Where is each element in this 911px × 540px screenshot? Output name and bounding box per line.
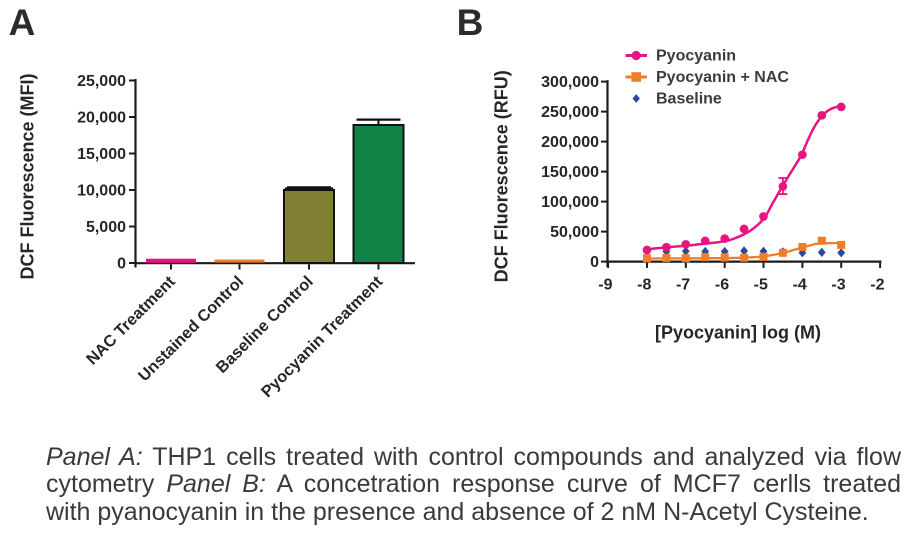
svg-text:0: 0: [117, 256, 126, 273]
svg-text:150,000: 150,000: [541, 164, 599, 181]
svg-text:50,000: 50,000: [550, 224, 599, 241]
svg-text:DCF Fluorescence (MFI): DCF Fluorescence (MFI): [18, 73, 38, 279]
svg-text:B: B: [457, 2, 484, 43]
svg-text:[Pyocyanin] log (M): [Pyocyanin] log (M): [655, 323, 821, 343]
svg-text:DCF Fluorescence (RFU): DCF Fluorescence (RFU): [491, 70, 511, 282]
svg-text:Pyocyanin: Pyocyanin: [656, 48, 736, 65]
svg-text:200,000: 200,000: [541, 134, 599, 151]
svg-text:-7: -7: [676, 277, 690, 294]
svg-text:-8: -8: [637, 277, 651, 294]
svg-text:-3: -3: [831, 277, 845, 294]
svg-text:5,000: 5,000: [86, 219, 126, 236]
svg-text:300,000: 300,000: [541, 74, 599, 91]
svg-text:0: 0: [590, 254, 599, 271]
svg-text:Pyocyanin Treatment: Pyocyanin Treatment: [258, 272, 387, 401]
svg-text:A: A: [9, 2, 36, 43]
svg-text:15,000: 15,000: [77, 146, 126, 163]
svg-text:-6: -6: [715, 277, 729, 294]
svg-text:Baseline: Baseline: [656, 91, 722, 108]
svg-text:-5: -5: [754, 277, 768, 294]
svg-text:20,000: 20,000: [77, 110, 126, 127]
svg-text:25,000: 25,000: [77, 73, 126, 90]
svg-text:-9: -9: [598, 277, 612, 294]
svg-text:-4: -4: [793, 277, 807, 294]
svg-text:250,000: 250,000: [541, 104, 599, 121]
svg-text:100,000: 100,000: [541, 194, 599, 211]
svg-text:10,000: 10,000: [77, 183, 126, 200]
svg-text:-2: -2: [870, 277, 884, 294]
svg-text:Pyocyanin + NAC: Pyocyanin + NAC: [656, 69, 789, 86]
